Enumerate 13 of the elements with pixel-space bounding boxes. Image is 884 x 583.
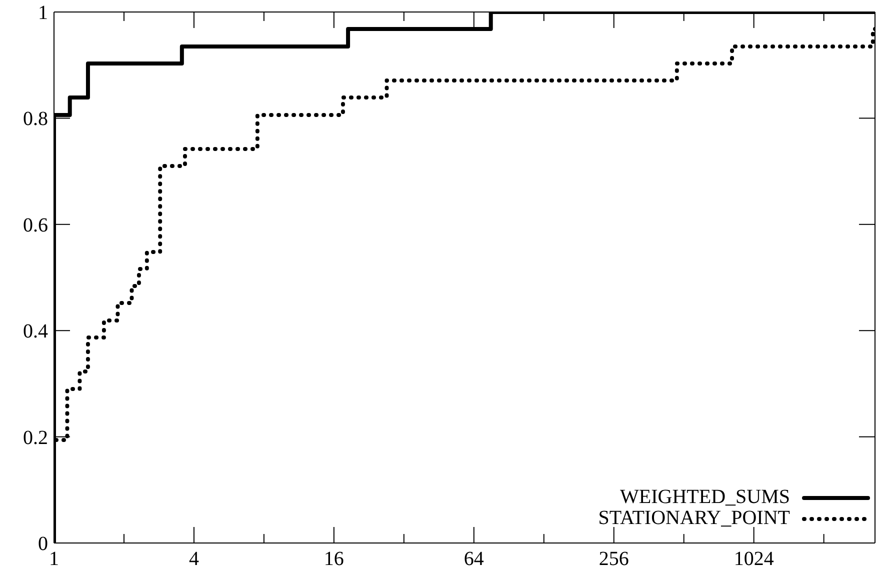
y-tick-label: 0.2 [23, 426, 48, 449]
y-tick-label: 0 [38, 533, 48, 555]
y-tick-label: 0.8 [23, 108, 48, 130]
x-tick-label: 4 [188, 548, 199, 570]
x-tick-label: 64 [464, 548, 484, 570]
x-tick-label: 16 [324, 548, 344, 570]
x-tick-label: 1024 [734, 548, 774, 570]
legend-label: WEIGHTED_SUMS [620, 486, 790, 508]
legend-label: STATIONARY_POINT [598, 507, 790, 529]
y-tick-label: 0.4 [23, 320, 48, 343]
y-tick-label: 1 [38, 2, 48, 24]
y-tick-label: 0.6 [23, 214, 48, 236]
x-tick-label: 256 [598, 548, 629, 570]
